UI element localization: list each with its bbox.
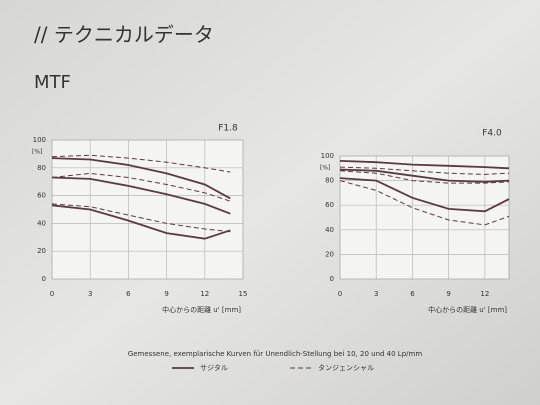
plot-area	[51, 139, 244, 280]
x-tick-label: 0	[338, 290, 342, 298]
y-tick-label: 100	[321, 152, 334, 160]
x-tick-label: 15	[239, 290, 248, 298]
sagittal-line	[51, 157, 231, 200]
sagittal-line	[339, 160, 510, 170]
plot-area	[339, 155, 510, 280]
sagittal-line	[51, 176, 231, 215]
caption: Gemessene, exemplarische Kurven für Unen…	[128, 350, 422, 358]
slide-heading: MTF	[34, 72, 71, 93]
y-tick-label: 60	[325, 201, 334, 209]
legend-label: タンジェンシャル	[318, 363, 374, 372]
x-tick-label: 12	[200, 290, 209, 298]
chart-title: F1.8	[218, 124, 238, 134]
y-tick-label: 80	[325, 177, 334, 185]
y-tick-label: 0	[42, 275, 46, 283]
tangential-line	[339, 180, 510, 226]
y-tick-label: 40	[37, 219, 46, 227]
y-tick-label: 40	[325, 226, 334, 234]
y-tick-label: 0	[330, 275, 334, 283]
x-axis-label: 中心からの距離 u' [mm]	[428, 305, 507, 314]
x-tick-label: 6	[126, 290, 131, 298]
x-tick-label: 3	[374, 290, 378, 298]
sagittal-line	[339, 168, 510, 183]
y-axis-label: [%]	[32, 149, 42, 156]
y-tick-label: 80	[37, 164, 46, 172]
x-tick-label: 0	[50, 290, 54, 298]
chart-title: F4.0	[482, 129, 502, 139]
y-tick-label: 100	[33, 136, 46, 144]
tangential-line	[51, 172, 231, 202]
tangential-line	[51, 203, 231, 233]
x-axis-label: 中心からの距離 u' [mm]	[162, 305, 241, 314]
x-tick-label: 9	[446, 290, 450, 298]
slide-title: // テクニカルデータ	[34, 23, 214, 47]
y-axis-label: [%]	[320, 165, 330, 172]
x-tick-label: 12	[480, 290, 489, 298]
tangential-line	[339, 170, 510, 184]
y-tick-label: 20	[325, 250, 334, 258]
tangential-line	[339, 166, 510, 175]
legend-label: サジタル	[200, 363, 228, 372]
sagittal-line	[339, 177, 510, 213]
y-tick-label: 20	[37, 247, 46, 255]
x-tick-label: 3	[88, 290, 92, 298]
x-tick-label: 9	[164, 290, 168, 298]
y-tick-label: 60	[37, 192, 46, 200]
x-tick-label: 6	[410, 290, 415, 298]
sagittal-line	[51, 204, 231, 240]
